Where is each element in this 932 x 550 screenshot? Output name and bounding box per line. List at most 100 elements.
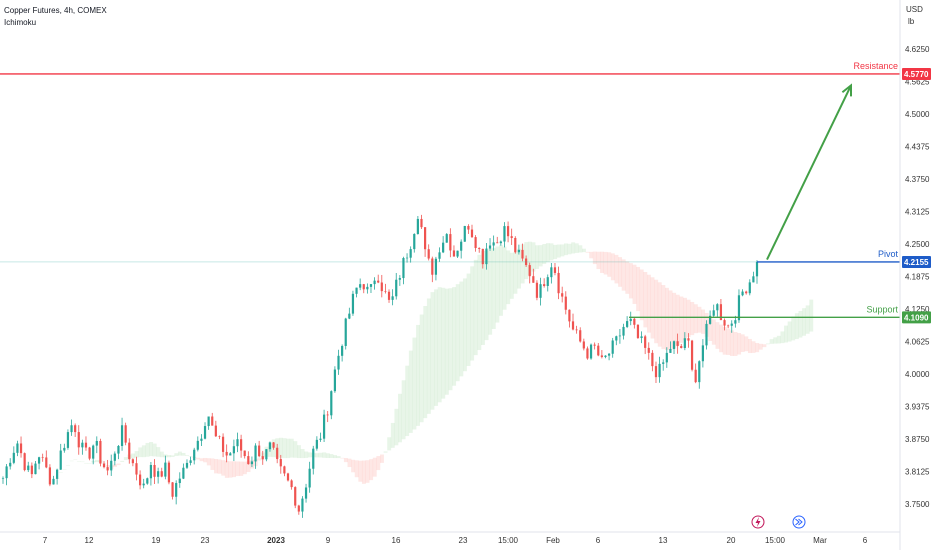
- candle: [546, 274, 549, 292]
- cloud-segment: [481, 251, 485, 345]
- projection-arrow[interactable]: [766, 84, 852, 261]
- candle: [485, 243, 488, 270]
- candle: [37, 456, 41, 470]
- candle-body: [705, 323, 708, 346]
- cloud-segment: [84, 462, 89, 464]
- candle: [359, 278, 362, 291]
- candle: [600, 350, 603, 359]
- candle: [409, 246, 412, 263]
- cloud-segment: [574, 243, 579, 253]
- candle: [654, 361, 658, 384]
- candle-body: [225, 451, 228, 456]
- candle-body: [434, 258, 438, 275]
- candles: [1, 214, 759, 518]
- cloud-segment: [80, 461, 85, 463]
- cloud-segment: [437, 287, 442, 403]
- candle-body: [647, 347, 650, 353]
- candle: [488, 238, 492, 251]
- cloud-segment: [343, 457, 348, 463]
- candle: [535, 280, 539, 301]
- y-tick-label: 3.8750: [905, 435, 930, 444]
- cloud-segment: [315, 453, 319, 458]
- candle: [9, 458, 12, 470]
- candle: [499, 240, 502, 246]
- symbol-title[interactable]: Copper Futures, 4h, COMEX: [4, 6, 107, 15]
- candle-body: [276, 447, 279, 460]
- candle: [229, 452, 232, 456]
- pivot-label: Pivot: [878, 249, 899, 259]
- candle: [748, 279, 751, 296]
- y-tick-label: 4.4375: [905, 143, 930, 152]
- candle: [442, 236, 445, 254]
- cloud-segment: [693, 304, 698, 334]
- candle-body: [467, 225, 470, 230]
- candle-body: [654, 366, 658, 378]
- candle-body: [745, 291, 748, 294]
- candle: [622, 323, 625, 340]
- candle: [272, 441, 275, 450]
- candle-body: [128, 442, 131, 460]
- candle: [470, 224, 474, 239]
- candle-body: [651, 352, 654, 367]
- candle: [41, 453, 44, 462]
- y-tick-label: 4.5000: [905, 110, 930, 119]
- cloud-segment: [73, 459, 78, 460]
- candle-body: [63, 447, 66, 451]
- candle-body: [723, 320, 726, 326]
- fast-forward-icon-glyph: [795, 518, 803, 526]
- candle: [633, 316, 636, 329]
- candle: [211, 412, 214, 426]
- candle-body: [690, 340, 694, 370]
- indicator-label[interactable]: Ichimoku: [4, 18, 37, 27]
- cloud-segment: [459, 281, 464, 377]
- cloud-segment: [376, 456, 381, 471]
- candle-body: [449, 234, 452, 251]
- candle: [12, 446, 15, 465]
- cloud-segment: [455, 284, 460, 382]
- cloud-segment: [491, 248, 496, 329]
- candle: [19, 436, 23, 458]
- candle: [193, 447, 196, 465]
- cloud-segment: [462, 278, 467, 372]
- fast-forward-icon[interactable]: [792, 515, 806, 529]
- candle: [225, 444, 228, 463]
- cloud-segment: [729, 330, 734, 356]
- candle-body: [514, 237, 517, 253]
- candle: [676, 333, 679, 354]
- candle-body: [626, 321, 629, 327]
- cloud-segment: [138, 447, 143, 458]
- candle: [221, 433, 225, 458]
- candle-body: [405, 257, 409, 259]
- candle: [723, 318, 726, 331]
- candle: [395, 272, 398, 300]
- cloud-segment: [228, 461, 233, 478]
- candle-body: [138, 474, 142, 486]
- candle: [405, 253, 409, 263]
- candle: [218, 435, 221, 440]
- candle: [196, 436, 199, 452]
- cloud-segment: [181, 452, 186, 456]
- candle: [701, 339, 704, 368]
- cloud-segment: [87, 463, 92, 464]
- candle: [636, 324, 640, 339]
- candle: [294, 486, 297, 509]
- candle: [694, 363, 697, 384]
- lightning-icon[interactable]: [751, 515, 765, 529]
- candle: [138, 470, 142, 490]
- cloud-segment: [665, 287, 669, 351]
- cloud-segment: [802, 308, 807, 336]
- candle: [651, 350, 654, 372]
- cloud-segment: [307, 452, 312, 458]
- candle-body: [268, 442, 272, 450]
- cloud-segment: [657, 282, 662, 347]
- cloud-segment: [387, 437, 392, 451]
- candle-body: [409, 249, 412, 258]
- candle-body: [438, 252, 441, 259]
- candle-body: [510, 236, 513, 238]
- candle: [301, 496, 304, 518]
- candle-body: [48, 467, 51, 485]
- candle-body: [755, 261, 759, 277]
- candle: [680, 343, 683, 349]
- cloud-segment: [535, 245, 540, 269]
